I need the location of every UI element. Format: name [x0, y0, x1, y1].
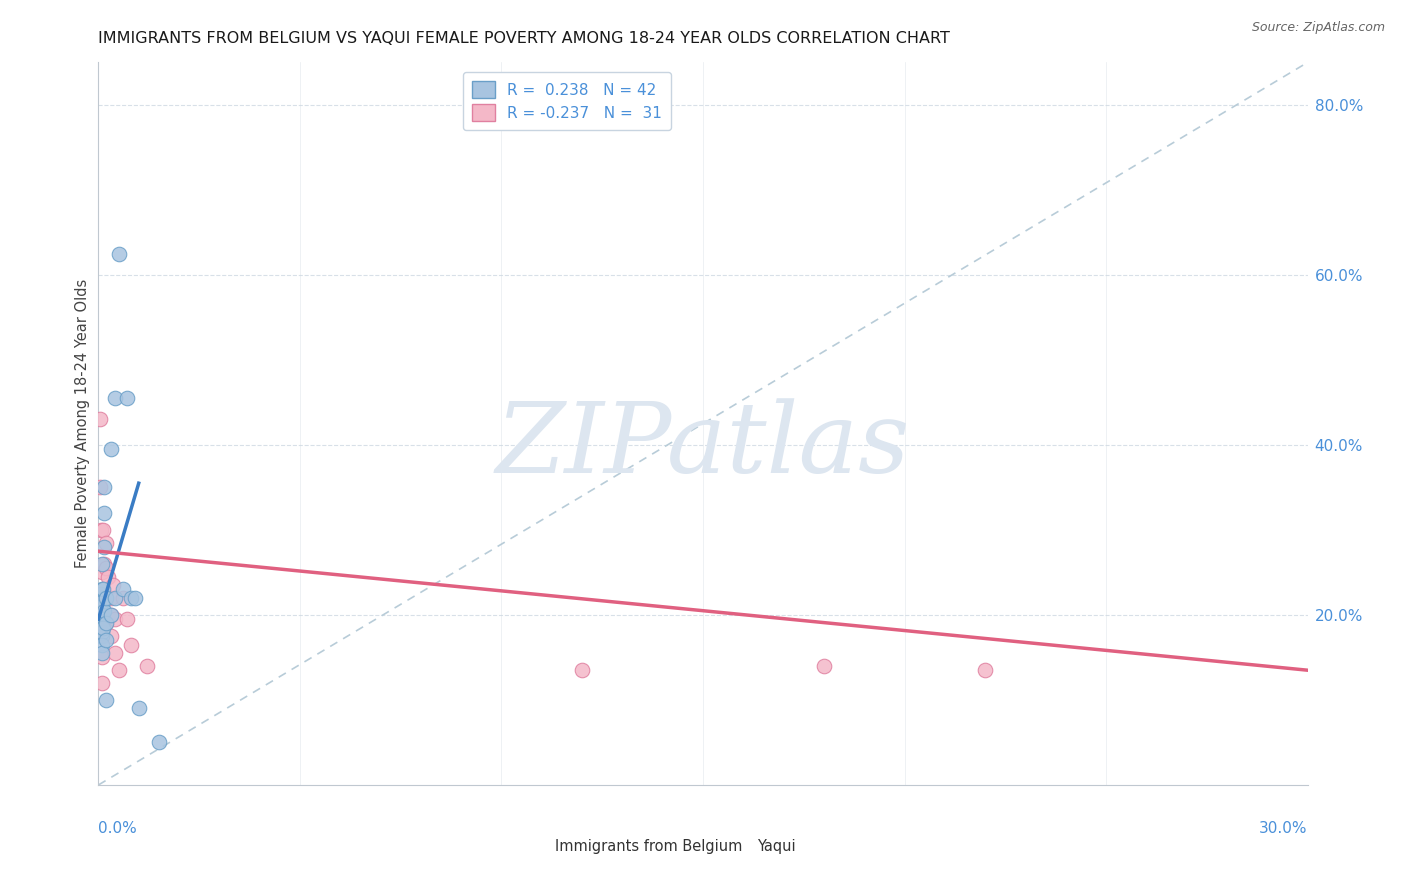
Point	[90, 612, 112, 626]
Point	[115, 391, 138, 405]
Point	[90, 607, 112, 622]
Text: IMMIGRANTS FROM BELGIUM VS YAQUI FEMALE POVERTY AMONG 18-24 YEAR OLDS CORRELATIO: IMMIGRANTS FROM BELGIUM VS YAQUI FEMALE …	[98, 31, 950, 46]
Point	[93, 557, 115, 571]
Point	[93, 591, 115, 605]
Text: Source: ZipAtlas.com: Source: ZipAtlas.com	[1251, 21, 1385, 34]
Point	[115, 612, 138, 626]
Point	[96, 693, 118, 707]
Point	[91, 591, 114, 605]
Point	[96, 591, 118, 605]
Point	[101, 578, 124, 592]
Point	[96, 561, 118, 575]
Point	[96, 616, 118, 631]
Point	[91, 557, 114, 571]
Point	[91, 676, 114, 690]
Point	[90, 566, 112, 580]
Point	[148, 735, 170, 749]
Point	[135, 659, 157, 673]
Point	[813, 659, 835, 673]
Point	[107, 663, 129, 677]
Point	[91, 591, 114, 605]
Point	[89, 591, 111, 605]
Point	[93, 540, 115, 554]
Text: ZIPatlas: ZIPatlas	[496, 398, 910, 493]
Point	[91, 650, 114, 665]
Point	[974, 663, 997, 677]
Point	[93, 604, 115, 618]
Point	[103, 612, 125, 626]
Point	[91, 523, 114, 537]
Text: Yaqui: Yaqui	[758, 838, 796, 854]
Point	[120, 591, 142, 605]
Point	[111, 591, 134, 605]
Point	[100, 442, 122, 457]
Point	[571, 663, 593, 677]
Point	[91, 646, 114, 660]
Point	[90, 523, 112, 537]
Point	[91, 599, 114, 614]
Point	[91, 595, 114, 609]
Point	[128, 701, 150, 715]
Point	[89, 612, 111, 626]
Point	[96, 535, 118, 549]
Legend: R =  0.238   N = 42, R = -0.237   N =  31: R = 0.238 N = 42, R = -0.237 N = 31	[463, 71, 671, 130]
Point	[96, 616, 118, 631]
Point	[93, 480, 115, 494]
Point	[91, 629, 114, 643]
Point	[107, 246, 129, 260]
Point	[120, 638, 142, 652]
Text: Immigrants from Belgium: Immigrants from Belgium	[555, 838, 742, 854]
Y-axis label: Female Poverty Among 18-24 Year Olds: Female Poverty Among 18-24 Year Olds	[75, 279, 90, 568]
Point	[89, 412, 111, 426]
Point	[100, 607, 122, 622]
Point	[91, 582, 114, 597]
Point	[93, 506, 115, 520]
Point	[91, 621, 114, 635]
Point	[90, 599, 112, 614]
Point	[91, 612, 114, 626]
Point	[89, 591, 111, 605]
Point	[103, 391, 125, 405]
Text: 30.0%: 30.0%	[1260, 821, 1308, 836]
Point	[91, 612, 114, 626]
Point	[90, 587, 112, 601]
Point	[124, 591, 146, 605]
Point	[89, 595, 111, 609]
FancyBboxPatch shape	[516, 835, 546, 858]
Point	[100, 629, 122, 643]
Point	[89, 480, 111, 494]
Point	[91, 624, 114, 639]
Point	[91, 621, 114, 635]
Point	[103, 646, 125, 660]
Text: 0.0%: 0.0%	[98, 821, 138, 836]
Point	[111, 582, 134, 597]
Point	[89, 621, 111, 635]
Point	[100, 591, 122, 605]
Point	[97, 570, 120, 584]
Point	[89, 629, 111, 643]
Point	[91, 638, 114, 652]
Point	[103, 591, 125, 605]
FancyBboxPatch shape	[717, 835, 748, 858]
Point	[96, 633, 118, 648]
Point	[91, 582, 114, 597]
Point	[91, 629, 114, 643]
Point	[91, 607, 114, 622]
Point	[100, 607, 122, 622]
